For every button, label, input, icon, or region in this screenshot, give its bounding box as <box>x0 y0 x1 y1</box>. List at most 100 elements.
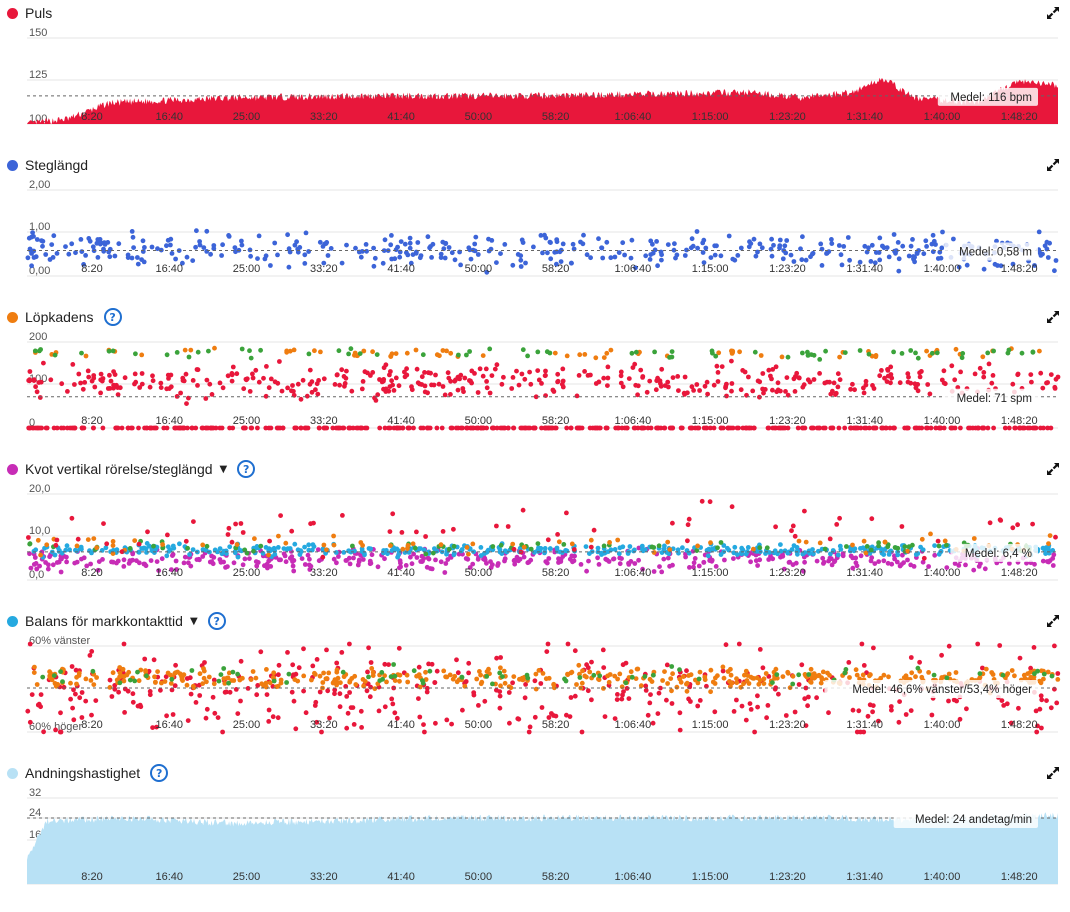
chevron-down-icon[interactable]: ▼ <box>219 463 228 475</box>
expand-icon[interactable] <box>1046 6 1060 20</box>
data-point <box>352 350 358 356</box>
data-point <box>286 264 292 270</box>
help-icon[interactable]: ? <box>150 764 169 782</box>
data-point <box>224 675 230 681</box>
data-point <box>155 246 160 252</box>
data-point <box>1037 706 1043 712</box>
data-point <box>685 538 690 544</box>
data-point <box>802 550 808 555</box>
data-point <box>268 263 273 268</box>
data-point <box>412 545 418 551</box>
data-point <box>781 566 787 572</box>
data-point <box>442 255 448 261</box>
data-point <box>881 672 887 678</box>
data-point <box>886 674 891 680</box>
expand-icon[interactable] <box>1046 766 1060 780</box>
expand-icon[interactable] <box>1046 158 1060 172</box>
data-point <box>168 242 173 248</box>
data-point <box>661 546 667 552</box>
data-point <box>718 552 724 557</box>
data-point <box>659 366 665 372</box>
help-icon[interactable]: ? <box>103 308 122 326</box>
expand-icon[interactable] <box>1046 614 1060 628</box>
panel-title: Kvot vertikal rörelse/steglängd <box>25 461 213 477</box>
data-point <box>65 389 70 394</box>
data-point <box>240 530 246 535</box>
data-point <box>295 249 301 255</box>
data-point <box>664 662 670 668</box>
x-tick-label: 33:20 <box>310 263 338 275</box>
data-point <box>347 641 352 647</box>
data-point <box>604 239 610 245</box>
data-point <box>650 720 656 726</box>
data-point <box>555 532 560 537</box>
data-point <box>985 350 991 356</box>
data-point <box>1041 676 1046 682</box>
data-point <box>348 346 354 352</box>
data-point <box>499 381 505 387</box>
data-point <box>276 533 281 539</box>
x-tick-label: 1:15:00 <box>692 263 729 275</box>
data-point <box>237 677 243 683</box>
average-label-bg <box>824 680 1038 698</box>
data-point <box>751 236 757 242</box>
data-point <box>588 537 594 543</box>
data-point <box>64 559 69 565</box>
data-point <box>334 682 339 688</box>
data-point <box>339 260 345 266</box>
data-point <box>681 674 686 679</box>
data-point <box>27 641 33 647</box>
data-point <box>478 681 484 687</box>
expand-icon[interactable] <box>1046 310 1060 324</box>
data-point <box>289 689 295 695</box>
data-point <box>132 371 138 377</box>
data-point <box>81 555 87 561</box>
data-point <box>27 369 33 374</box>
data-point <box>554 261 559 267</box>
data-point <box>972 371 978 377</box>
data-point <box>69 241 75 247</box>
data-point <box>135 669 140 675</box>
data-point <box>773 685 779 691</box>
data-point <box>168 681 174 686</box>
data-point <box>171 545 177 551</box>
data-point <box>956 563 962 568</box>
data-point <box>201 245 207 250</box>
data-point <box>700 240 706 246</box>
data-point <box>989 380 995 386</box>
data-point <box>1016 705 1021 711</box>
data-point <box>262 563 267 569</box>
data-point <box>932 552 938 558</box>
data-point <box>670 671 675 677</box>
data-point <box>424 564 430 570</box>
data-point <box>882 539 888 545</box>
data-point <box>768 373 773 379</box>
data-point <box>164 386 170 392</box>
data-point <box>869 242 875 248</box>
x-tick-label: 1:23:20 <box>769 567 806 579</box>
data-point <box>738 387 744 393</box>
data-point <box>643 253 649 259</box>
data-point <box>711 425 717 431</box>
data-point <box>137 385 143 390</box>
data-point <box>777 243 783 248</box>
x-tick-label: 1:15:00 <box>692 567 729 579</box>
expand-icon[interactable] <box>1046 462 1060 476</box>
data-point <box>314 381 320 387</box>
data-point <box>117 670 123 676</box>
data-point <box>538 233 544 238</box>
data-point <box>484 269 490 275</box>
data-point <box>225 532 231 537</box>
chevron-down-icon[interactable]: ▼ <box>189 615 198 627</box>
data-point <box>276 672 281 678</box>
data-point <box>307 367 313 373</box>
data-point <box>588 255 593 261</box>
data-point <box>238 521 244 526</box>
data-point <box>231 560 237 566</box>
help-icon[interactable]: ? <box>237 460 256 478</box>
data-point <box>543 368 548 374</box>
data-point <box>827 536 833 542</box>
data-point <box>444 551 449 557</box>
help-icon[interactable]: ? <box>207 612 226 630</box>
data-point <box>169 567 174 572</box>
